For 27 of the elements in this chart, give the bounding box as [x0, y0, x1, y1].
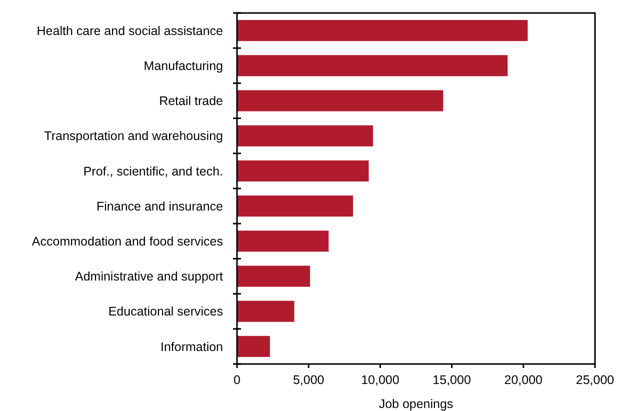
- x-tick-label: 25,000: [576, 373, 614, 387]
- y-tick-label: Administrative and support: [75, 270, 224, 284]
- y-tick-label: Health care and social assistance: [36, 24, 224, 38]
- bar: [237, 336, 270, 357]
- bar: [237, 160, 369, 182]
- bar: [237, 196, 353, 217]
- bar: [237, 20, 528, 42]
- y-tick-label: Prof., scientific, and tech.: [83, 164, 223, 178]
- x-tick-label: 20,000: [504, 373, 543, 387]
- bar: [237, 266, 310, 287]
- y-tick-label: Retail trade: [159, 94, 224, 108]
- bar: [237, 230, 329, 252]
- y-tick-label: Information: [160, 340, 224, 354]
- y-tick-label: Educational services: [108, 304, 223, 319]
- y-tick-label: Transportation and warehousing: [44, 129, 224, 144]
- x-tick-label: 10,000: [361, 373, 400, 387]
- bar: [237, 125, 374, 146]
- bar: [237, 55, 508, 76]
- x-tick-label: 15,000: [432, 373, 471, 387]
- bar: [237, 90, 444, 112]
- x-axis-title: Job openings: [378, 397, 454, 411]
- bar: [237, 300, 294, 322]
- y-tick-label: Accommodation and food services: [32, 234, 223, 249]
- y-tick-label: Manufacturing: [144, 59, 224, 74]
- y-tick-label: Finance and insurance: [96, 199, 224, 214]
- x-tick-label: 0: [234, 373, 241, 387]
- x-tick-label: 5,000: [292, 373, 324, 387]
